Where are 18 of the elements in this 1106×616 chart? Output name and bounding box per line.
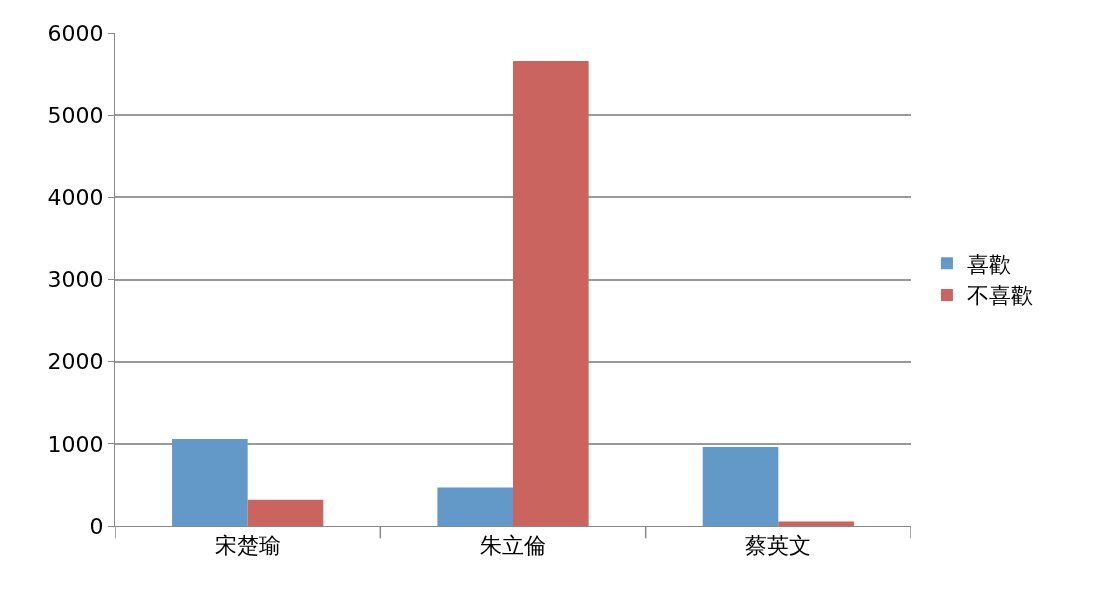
y-tick-label: 3000 [47, 267, 104, 293]
y-tick-label: 6000 [47, 20, 104, 46]
y-tick-label: 5000 [47, 102, 104, 128]
bar [247, 499, 324, 526]
x-tick-label: 蔡英文 [745, 533, 812, 559]
bar [172, 438, 248, 526]
x-tick-label: 宋楚瑜 [214, 533, 281, 559]
x-tick-label: 朱立倫 [480, 533, 546, 559]
bar [702, 447, 779, 526]
y-tick-label: 1000 [47, 431, 104, 457]
y-tick-label: 4000 [47, 185, 104, 211]
legend-label: 不喜歡 [966, 283, 1033, 309]
bar [437, 487, 513, 526]
y-tick-label: 2000 [47, 349, 104, 375]
legend-label: 喜歡 [966, 251, 1011, 277]
bar [513, 60, 589, 526]
bar [778, 521, 854, 526]
y-tick-label: 0 [89, 513, 104, 539]
